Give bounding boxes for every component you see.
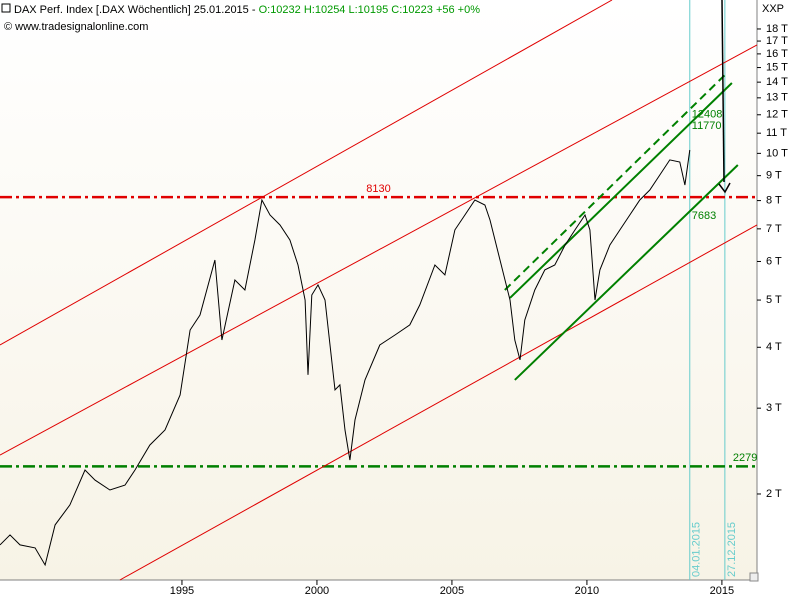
pointer-line (721, 0, 725, 183)
x-axis-background (0, 580, 757, 600)
price-label: 11770 (692, 120, 722, 132)
y-tick-label: 6 T (766, 255, 782, 267)
chart-title: DAX Perf. Index [.DAX Wöchentlich] 25.01… (14, 4, 480, 16)
y-tick-label: 10 T (766, 147, 788, 159)
y-tick-label: 2 T (766, 488, 782, 500)
trend-line (119, 224, 758, 581)
price-label: 7683 (692, 210, 716, 222)
y-tick-label: 3 T (766, 402, 782, 414)
y-tick-label: 7 T (766, 223, 782, 235)
header-checkbox[interactable] (1, 3, 11, 13)
y-tick-label: 5 T (766, 294, 782, 306)
axis-code: XXP (762, 3, 784, 15)
trend-line (0, 0, 613, 346)
y-tick-label: 12 T (766, 109, 788, 121)
title-text: DAX Perf. Index [.DAX Wöchentlich] 25.01… (14, 4, 259, 16)
y-tick-label: 8 T (766, 194, 782, 206)
level-label: 2279 (733, 452, 757, 464)
x-tick-label: 2015 (710, 585, 734, 597)
y-tick-label: 4 T (766, 341, 782, 353)
trend-line (514, 164, 739, 381)
trend-line (509, 82, 733, 299)
x-tick-label: 2000 (305, 585, 329, 597)
price-line (0, 149, 691, 567)
resize-grip[interactable] (749, 572, 759, 582)
y-tick-label: 17 T (766, 35, 788, 47)
y-axis-background (757, 0, 800, 600)
y-tick-label: 16 T (766, 48, 788, 60)
y-tick-label: 14 T (766, 76, 788, 88)
x-tick-label: 1995 (170, 585, 194, 597)
y-tick-label: 11 T (766, 127, 787, 139)
vertical-line-label: 27.12.2015 (726, 522, 738, 577)
vertical-line-label: 04.01.2015 (691, 522, 703, 577)
pointer-arrow (718, 182, 731, 194)
y-tick-label: 9 T (766, 170, 782, 182)
plot-background (0, 0, 757, 580)
y-tick-label: 15 T (766, 61, 788, 73)
y-tick-label: 18 T (766, 23, 788, 35)
quote-text: O:10232 H:10254 L:10195 C:10223 +56 +0% (259, 4, 481, 16)
level-label: 8130 (366, 183, 390, 195)
trend-line (0, 44, 758, 456)
chart-subtitle: © www.tradesignalonline.com (4, 21, 148, 33)
y-tick-label: 13 T (766, 92, 788, 104)
x-tick-label: 2005 (440, 585, 464, 597)
x-tick-label: 2010 (575, 585, 599, 597)
price-label: 12408 (692, 109, 723, 121)
